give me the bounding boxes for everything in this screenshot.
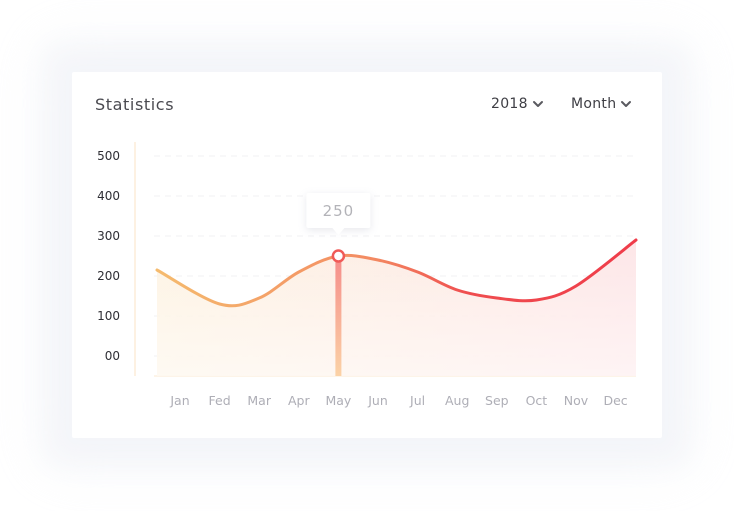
y-tick-label: 500 — [97, 149, 120, 163]
statistics-chart: 00 100 200 300 400 500 Jan Fed Mar Apr May Jun Jul A… — [97, 142, 638, 408]
x-tick-label: Jan — [169, 393, 189, 408]
tooltip-box — [306, 193, 371, 228]
highlight-point[interactable] — [331, 249, 346, 263]
highlight-bar — [335, 256, 342, 376]
x-tick-label: Jun — [367, 393, 388, 408]
y-tick-label: 100 — [97, 309, 120, 323]
y-tick-label: 400 — [97, 189, 120, 203]
y-tick-label: 00 — [105, 349, 120, 363]
tooltip: 250 — [306, 193, 371, 235]
year-dropdown-label: 2018 — [491, 96, 528, 112]
x-axis: Jan Fed Mar Apr May Jun Jul Aug Sep Oct Nov Dec — [169, 393, 627, 408]
statistics-card: Statistics 2018 Month — [72, 72, 662, 438]
chevron-down-icon — [532, 101, 543, 107]
y-tick-label: 300 — [97, 229, 120, 243]
x-tick-label: May — [325, 393, 351, 408]
x-tick-label: Dec — [603, 393, 627, 408]
line-layer — [155, 238, 638, 308]
highlight-layer — [335, 256, 342, 376]
x-tick-label: Oct — [526, 393, 548, 408]
chevron-down-icon — [621, 101, 632, 107]
data-point — [613, 237, 619, 243]
x-tick-label: Sep — [485, 393, 509, 408]
series-area-fade — [157, 240, 636, 376]
series-line — [155, 238, 638, 308]
tooltip-arrow — [332, 228, 345, 235]
period-dropdown-label: Month — [571, 96, 617, 112]
area-layer — [157, 240, 636, 376]
x-tick-label: Jul — [409, 393, 425, 408]
y-tick-label: 200 — [97, 269, 120, 283]
x-tick-label: Mar — [247, 393, 271, 408]
period-dropdown[interactable]: Month — [571, 96, 632, 112]
card-title: Statistics — [95, 95, 175, 114]
points-layer — [177, 237, 619, 273]
x-tick-label: Nov — [564, 393, 589, 408]
x-tick-label: Aug — [445, 393, 469, 408]
tooltip-value: 250 — [323, 202, 355, 220]
x-tick-label: Fed — [209, 393, 231, 408]
data-point — [177, 267, 183, 273]
year-dropdown[interactable]: 2018 — [491, 96, 544, 112]
x-tick-label: Apr — [288, 393, 310, 408]
